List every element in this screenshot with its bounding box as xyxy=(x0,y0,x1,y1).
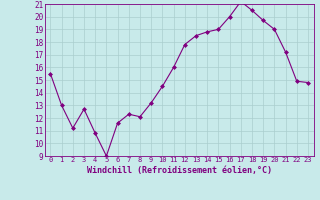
X-axis label: Windchill (Refroidissement éolien,°C): Windchill (Refroidissement éolien,°C) xyxy=(87,166,272,175)
